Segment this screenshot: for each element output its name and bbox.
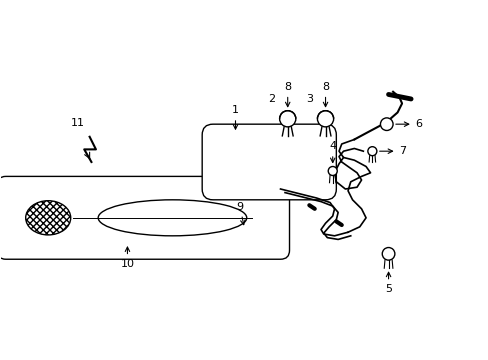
Text: 9: 9 xyxy=(236,202,244,225)
FancyBboxPatch shape xyxy=(202,124,336,200)
Text: 7: 7 xyxy=(379,146,406,156)
Circle shape xyxy=(382,248,394,260)
Text: 3: 3 xyxy=(305,94,312,104)
Text: 8: 8 xyxy=(321,82,328,107)
Ellipse shape xyxy=(26,201,71,235)
Ellipse shape xyxy=(98,200,246,236)
Text: 8: 8 xyxy=(284,82,291,107)
Text: 2: 2 xyxy=(267,94,275,104)
Text: 10: 10 xyxy=(120,247,134,269)
Circle shape xyxy=(317,111,333,127)
Text: 11: 11 xyxy=(71,118,85,128)
Text: 1: 1 xyxy=(231,105,239,129)
Circle shape xyxy=(367,147,376,156)
Text: 5: 5 xyxy=(384,272,391,294)
Circle shape xyxy=(327,166,337,175)
FancyBboxPatch shape xyxy=(0,176,289,259)
Text: 6: 6 xyxy=(395,119,422,129)
Text: 4: 4 xyxy=(328,141,336,162)
Circle shape xyxy=(380,118,392,130)
Circle shape xyxy=(279,111,295,127)
